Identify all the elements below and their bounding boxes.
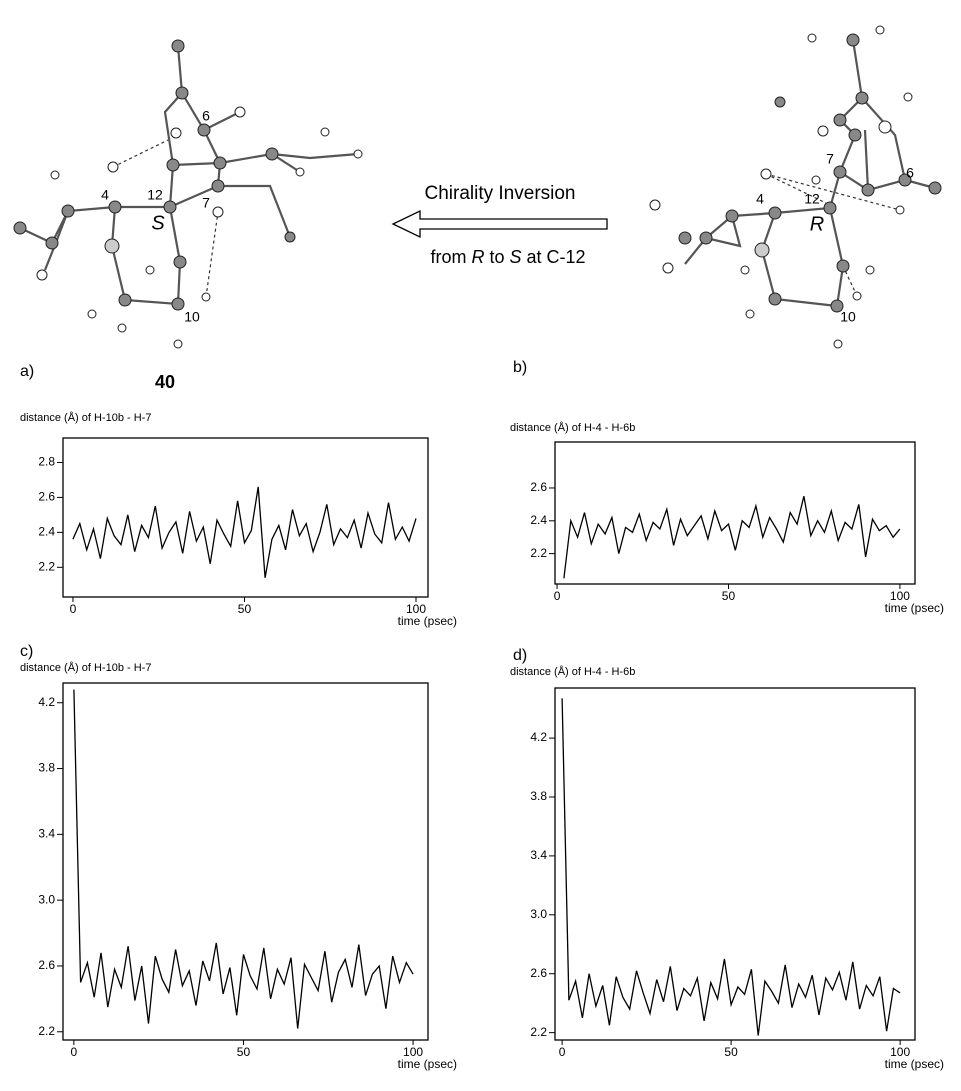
x-tick-label: 0 — [71, 1045, 78, 1059]
atom-label: 6 — [202, 108, 210, 124]
arrow — [393, 211, 607, 237]
caption-part: at C-12 — [522, 247, 586, 267]
series-line — [564, 496, 900, 578]
series-line — [73, 487, 416, 578]
figure: 6 4 12 S 7 10 40 Chirality Inversion fro… — [0, 0, 961, 1091]
y-tick-label: 4.2 — [38, 695, 55, 709]
caption-part: from — [430, 247, 471, 267]
caption-part: R — [471, 247, 484, 267]
plot-frame — [63, 438, 428, 597]
panel-label: c) — [20, 643, 33, 660]
atom-label: 7 — [202, 195, 210, 211]
atom-label: 4 — [756, 191, 764, 207]
y-tick-label: 3.8 — [530, 789, 547, 803]
y-axis-label: distance (Å) of H-10b - H-7 — [20, 661, 151, 674]
stereo-label: R — [810, 213, 824, 235]
molecule-s: 6 4 12 S 7 10 — [14, 40, 362, 348]
y-tick-label: 3.4 — [530, 848, 547, 862]
series-line — [74, 690, 413, 1029]
arrow-caption: Chirality Inversion — [425, 183, 576, 204]
y-tick-label: 2.2 — [38, 559, 55, 573]
compound-number: 40 — [155, 372, 175, 392]
y-axis-label: distance (Å) of H-4 - H-6b — [510, 665, 635, 678]
atom-label: 12 — [804, 191, 820, 207]
y-tick-label: 2.4 — [38, 525, 55, 539]
x-tick-label: 0 — [554, 589, 561, 603]
y-tick-label: 2.8 — [38, 455, 55, 469]
caption-part: to — [484, 247, 509, 267]
y-tick-label: 4.2 — [530, 730, 547, 744]
x-axis-label: time (psec) — [885, 1057, 944, 1071]
y-axis-label: distance (Å) of H-10b - H-7 — [20, 411, 151, 424]
y-tick-label: 3.4 — [38, 827, 55, 841]
x-axis-label: time (psec) — [885, 601, 944, 615]
atom-label: 12 — [147, 187, 163, 203]
x-axis-label: time (psec) — [398, 1057, 457, 1071]
panel-label: a) — [20, 363, 34, 380]
y-tick-label: 2.2 — [38, 1024, 55, 1038]
panel-label: b) — [513, 359, 527, 376]
y-tick-label: 2.6 — [38, 490, 55, 504]
y-tick-label: 2.6 — [530, 480, 547, 494]
atom-label: 7 — [826, 151, 834, 167]
y-tick-label: 2.2 — [530, 546, 547, 560]
panel-label: d) — [513, 647, 527, 664]
x-tick-label: 0 — [559, 1045, 566, 1059]
y-axis-label: distance (Å) of H-4 - H-6b — [510, 421, 635, 434]
atom-label: 10 — [840, 309, 856, 325]
y-tick-label: 2.4 — [530, 513, 547, 527]
plot-frame — [555, 688, 915, 1040]
y-tick-label: 3.8 — [38, 761, 55, 775]
x-tick-label: 50 — [724, 1045, 738, 1059]
atom-label: 10 — [184, 309, 200, 325]
x-tick-label: 50 — [722, 589, 736, 603]
y-tick-label: 2.2 — [530, 1025, 547, 1039]
plot-frame — [555, 442, 915, 584]
x-tick-label: 0 — [70, 602, 77, 616]
series-line — [562, 698, 900, 1035]
x-tick-label: 50 — [238, 602, 252, 616]
x-axis-label: time (psec) — [398, 614, 457, 628]
arrow-caption: from R to S at C-12 — [430, 247, 585, 267]
y-tick-label: 3.0 — [530, 907, 547, 921]
molecule-r: 7 6 4 12 R 10 — [650, 26, 941, 348]
atom-label: 6 — [906, 165, 914, 181]
y-tick-label: 2.6 — [38, 958, 55, 972]
plot-frame — [63, 683, 428, 1040]
x-tick-label: 50 — [237, 1045, 251, 1059]
atom-label: 4 — [101, 187, 109, 203]
stereo-label: S — [151, 212, 165, 234]
y-tick-label: 2.6 — [530, 966, 547, 980]
y-tick-label: 3.0 — [38, 892, 55, 906]
caption-part: S — [509, 247, 521, 267]
